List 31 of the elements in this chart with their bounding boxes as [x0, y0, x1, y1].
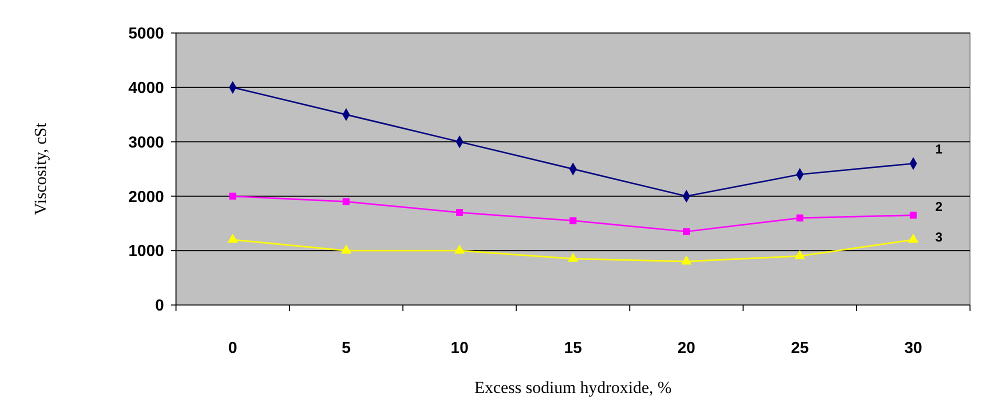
- point: [342, 198, 350, 206]
- point: [794, 250, 806, 260]
- y-tick-label: 2000: [128, 188, 164, 206]
- series-label: 2: [935, 199, 943, 214]
- x-tick-label: 30: [904, 340, 922, 357]
- point: [227, 234, 238, 243]
- x-tick-label: 5: [342, 340, 351, 357]
- y-tick-label: 5000: [128, 26, 164, 43]
- series-label: 1: [935, 142, 943, 157]
- point: [570, 217, 576, 224]
- x-tick-label: 10: [450, 340, 469, 357]
- point: [796, 214, 804, 222]
- x-tick-label: 25: [790, 340, 809, 357]
- x-tick-label: 20: [678, 340, 696, 357]
- point: [340, 244, 352, 254]
- point: [456, 209, 464, 216]
- x-tick-label: 15: [564, 340, 582, 357]
- x-tick-label: 0: [228, 340, 238, 357]
- y-axis-title: Viscosity, cSt: [31, 122, 50, 216]
- point: [908, 234, 919, 243]
- point: [568, 252, 578, 262]
- y-tick-label: 1000: [128, 243, 164, 260]
- series-label: 3: [935, 230, 943, 245]
- y-tick-label: 0: [155, 298, 164, 315]
- point: [229, 192, 236, 200]
- y-tick-label: 3000: [128, 134, 164, 152]
- y-tick-label: 4000: [128, 80, 164, 97]
- point: [682, 228, 690, 236]
- point: [681, 255, 692, 265]
- x-axis-title: Excess sodium hydroxide, %: [474, 378, 672, 397]
- point: [454, 244, 465, 254]
